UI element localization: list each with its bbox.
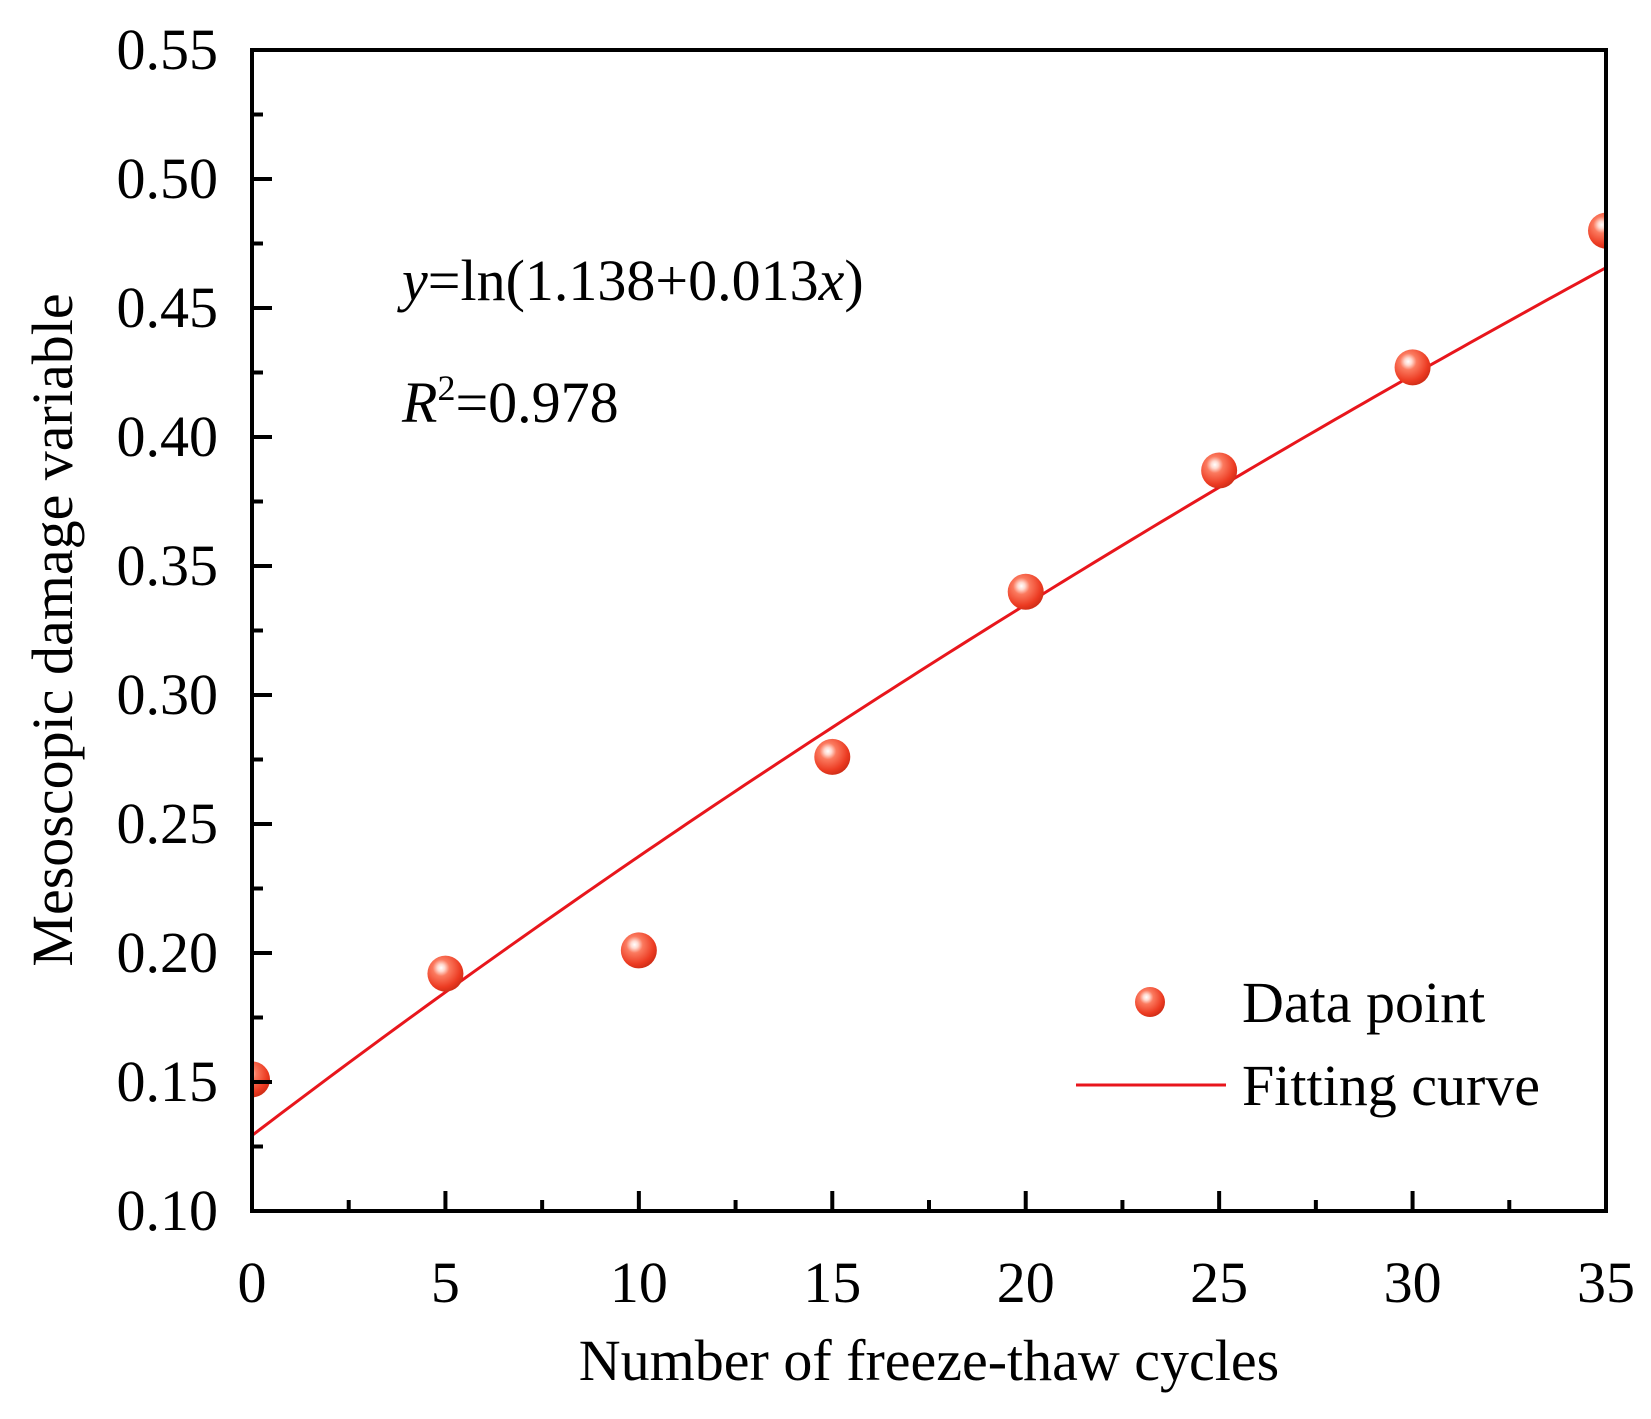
fit-equation: y=ln(1.138+0.013x) [397,248,864,313]
data-point [620,932,657,969]
fitting-curve-layer [252,266,1606,1137]
data-point [1588,212,1606,249]
x-tick-label: 15 [803,1250,861,1315]
x-tick-labels: 0 5 10 15 20 25 30 35 [238,1250,1636,1315]
x-tick-label: 5 [431,1250,460,1315]
x-tick-label: 35 [1577,1250,1635,1315]
legend-data-point-marker [1135,987,1165,1017]
legend: Data point Fitting curve [1076,970,1540,1118]
legend-data-point-label: Data point [1242,970,1485,1035]
fit-equation-tail: ) [844,248,863,313]
y-tick-label: 0.45 [117,275,219,340]
y-tick-labels: 0.10 0.15 0.20 0.25 0.30 0.35 0.40 0.45 … [117,17,219,1243]
y-tick-label: 0.40 [117,404,219,469]
x-tick-label: 10 [610,1250,668,1315]
y-tick-label: 0.15 [117,1049,219,1114]
x-tick-label: 25 [1190,1250,1248,1315]
x-axis-label: Number of freeze-thaw cycles [579,1328,1279,1393]
x-tick-label: 0 [238,1250,267,1315]
plot-frame [250,48,1608,1213]
y-tick-label: 0.30 [117,662,219,727]
y-tick-label: 0.20 [117,920,219,985]
data-point [814,738,851,775]
y-axis-label: Mesoscopic damage variable [20,293,85,966]
x-tick-label: 30 [1384,1250,1442,1315]
y-tick-label: 0.25 [117,791,219,856]
data-point [252,1061,270,1098]
data-point [1394,349,1431,386]
y-tick-label: 0.50 [117,146,219,211]
data-point [1007,573,1044,610]
data-points-layer [252,212,1606,1098]
r-squared-symbol: R [401,370,437,435]
data-point [427,955,464,992]
fitting-curve-line [252,266,1606,1137]
x-tick-label: 20 [997,1250,1055,1315]
y-tick-label: 0.55 [117,17,219,82]
fit-equation-main: =ln(1.138+0.013 [428,248,819,313]
y-tick-label: 0.10 [117,1178,219,1243]
fit-equation-x-var: x [818,248,845,313]
axis-ticks [250,48,1608,1213]
fit-equation-y-var: y [397,248,428,313]
r-squared: R2=0.978 [401,368,619,435]
data-point [1201,452,1238,489]
y-tick-label: 0.35 [117,533,219,598]
legend-fitting-curve-label: Fitting curve [1242,1053,1540,1118]
r-squared-sup: 2 [437,368,455,408]
r-squared-value: =0.978 [455,370,618,435]
